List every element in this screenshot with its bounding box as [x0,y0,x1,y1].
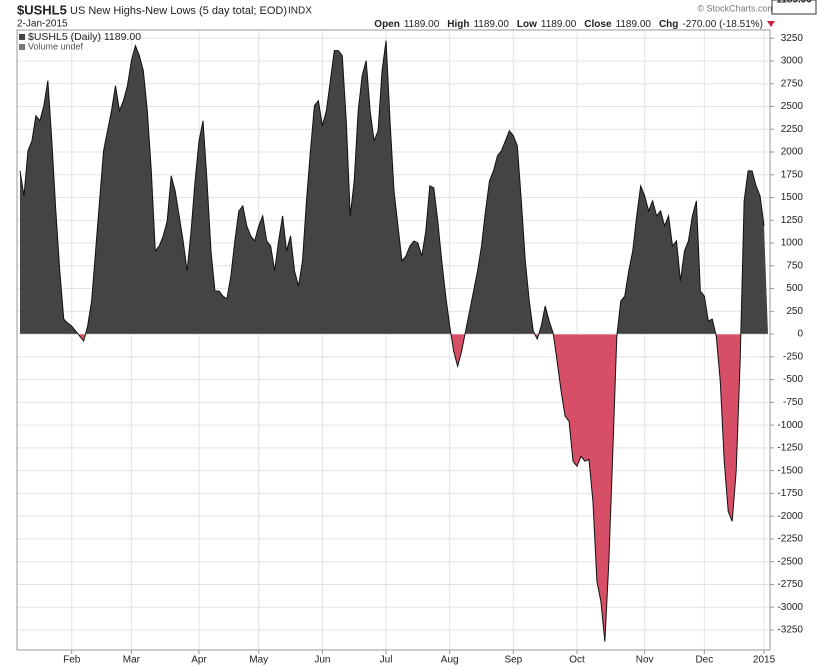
y-tick-label: 1000 [781,238,804,249]
quote-value: 1189.00 [616,19,652,30]
y-tick-label: -500 [783,374,803,385]
negative-area [78,334,741,642]
down-arrow [767,21,775,27]
x-tick-label: Apr [191,655,207,666]
x-tick-label: Mar [123,655,141,666]
y-tick-label: 3000 [781,56,804,67]
y-tick-label: 1750 [781,169,804,180]
quote-value: 1189.00 [473,19,509,30]
quote-label: Chg [659,19,678,30]
y-tick-label: 500 [786,283,803,294]
legend-entry: $USHL5 (Daily) 1189.00 [28,31,141,43]
positive-area [20,40,768,335]
quote-label: High [447,19,469,30]
y-tick-label: 2500 [781,101,804,112]
quote-label: Close [584,19,612,30]
y-tick-label: 2250 [781,124,804,135]
x-tick-label: May [249,655,268,666]
x-tick-label: Aug [441,655,459,666]
y-tick-label: -3250 [777,625,803,636]
last-price-label: 1189.00 [776,0,812,6]
credit: © StockCharts.com [697,3,775,13]
symbol: $USHL5 [17,2,67,17]
series-line [19,40,765,642]
chart-title: US New Highs-New Lows (5 day total; EOD) [70,5,287,17]
y-tick-label: -2250 [777,534,803,545]
quote: Open 1189.00 High 1189.00 Low 1189.00 Close 118… [374,19,763,30]
y-tick-label: -1750 [777,488,803,499]
date: 2-Jan-2015 [17,19,68,30]
x-tick-label: Jul [380,655,393,666]
y-tick-label: 0 [797,329,803,340]
x-tick-label: Feb [63,655,81,666]
x-tick-label: Nov [636,655,654,666]
y-tick-label: -1250 [777,443,803,454]
y-tick-label: -2500 [777,556,803,567]
y-tick-label: 2750 [781,78,804,89]
x-tick-label: Dec [695,655,713,666]
y-tick-label: 250 [786,306,803,317]
x-tick-label: Sep [504,655,522,666]
legend-icon [19,34,25,40]
y-tick-label: -750 [783,397,803,408]
quote-label: Open [374,19,400,30]
quote-value: 1189.00 [404,19,440,30]
y-tick-label: -2750 [777,579,803,590]
plot-frame [16,29,771,651]
y-tick-label: -3000 [777,602,803,613]
quote-label: Low [517,19,537,30]
quote-value: 1189.00 [541,19,577,30]
legend-icon [19,44,25,50]
last-price-box [771,0,817,15]
y-tick-label: 2000 [781,147,804,158]
x-tick-label: Oct [569,655,585,666]
y-tick-label: 1250 [781,215,804,226]
y-tick-label: 3250 [781,33,804,44]
y-tick-label: 750 [786,260,803,271]
y-tick-label: -2000 [777,511,803,522]
x-tick-label: Jun [314,655,330,666]
exchange: INDX [288,6,312,17]
y-tick-label: -1000 [777,420,803,431]
y-tick-label: -1500 [777,465,803,476]
y-tick-label: 1500 [781,192,804,203]
legend-entry: Volume undef [28,41,84,51]
y-tick-label: -250 [783,351,803,362]
quote-value: -270.00 (-18.51%) [682,19,763,30]
x-tick-label: 2015 [753,655,776,666]
